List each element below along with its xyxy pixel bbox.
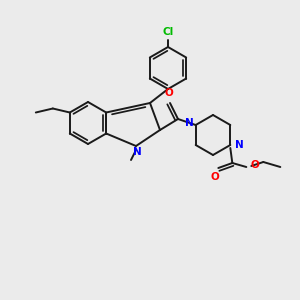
Text: N: N — [133, 147, 141, 157]
Text: N: N — [185, 118, 194, 128]
Text: O: O — [165, 88, 173, 98]
Text: O: O — [250, 160, 259, 170]
Text: Cl: Cl — [162, 27, 174, 37]
Text: O: O — [211, 172, 220, 182]
Text: N: N — [235, 140, 244, 150]
